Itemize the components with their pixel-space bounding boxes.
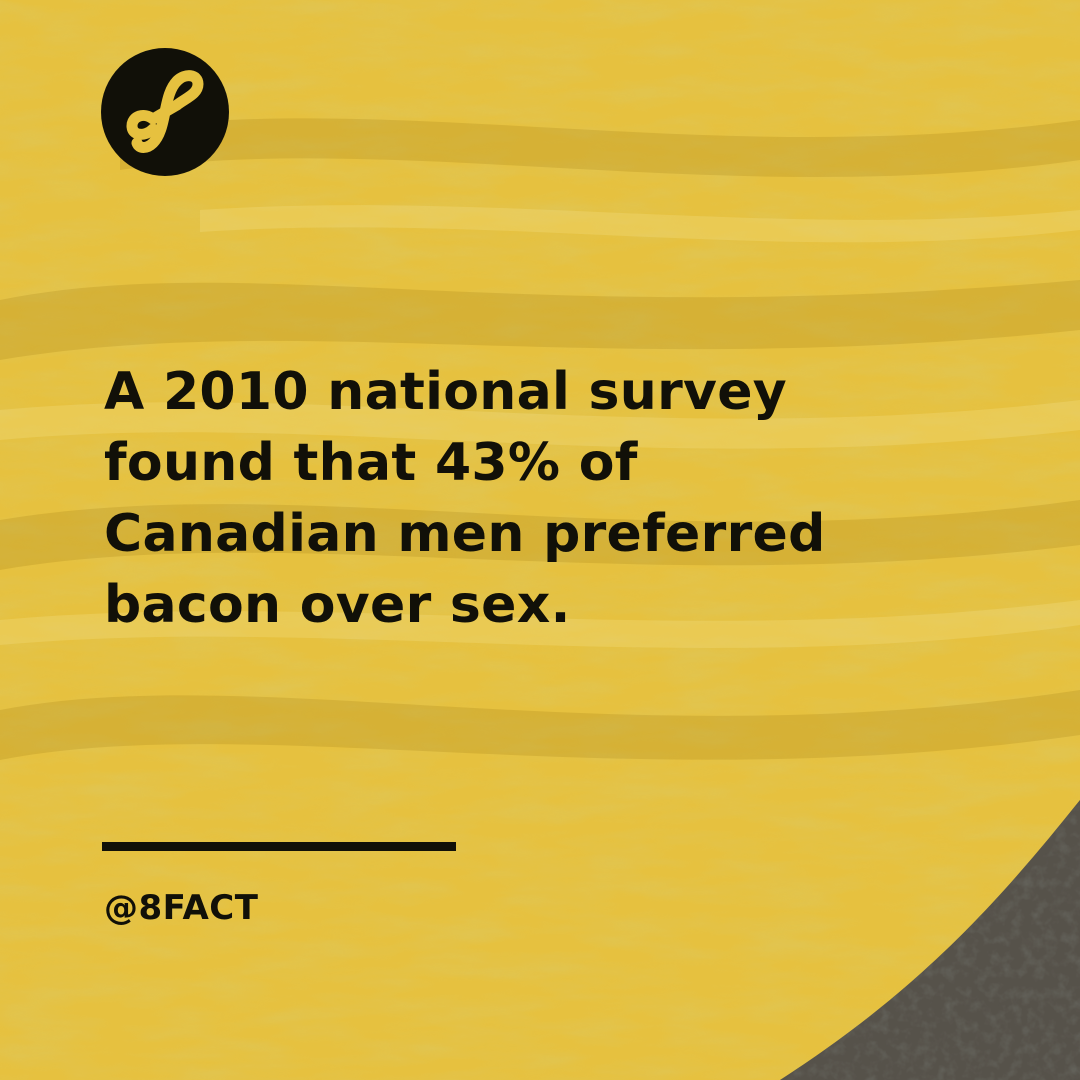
fact-line: found that 43% of (104, 433, 638, 493)
brand-handle: @8FACT (104, 888, 259, 928)
fact-line: bacon over sex. (104, 575, 571, 635)
divider-line (102, 842, 456, 851)
infinity-eight-icon (101, 48, 229, 176)
fact-line: A 2010 national survey (104, 362, 788, 422)
fact-statement: A 2010 national survey found that 43% of… (104, 357, 864, 641)
fact-line: Canadian men preferred (104, 504, 826, 564)
